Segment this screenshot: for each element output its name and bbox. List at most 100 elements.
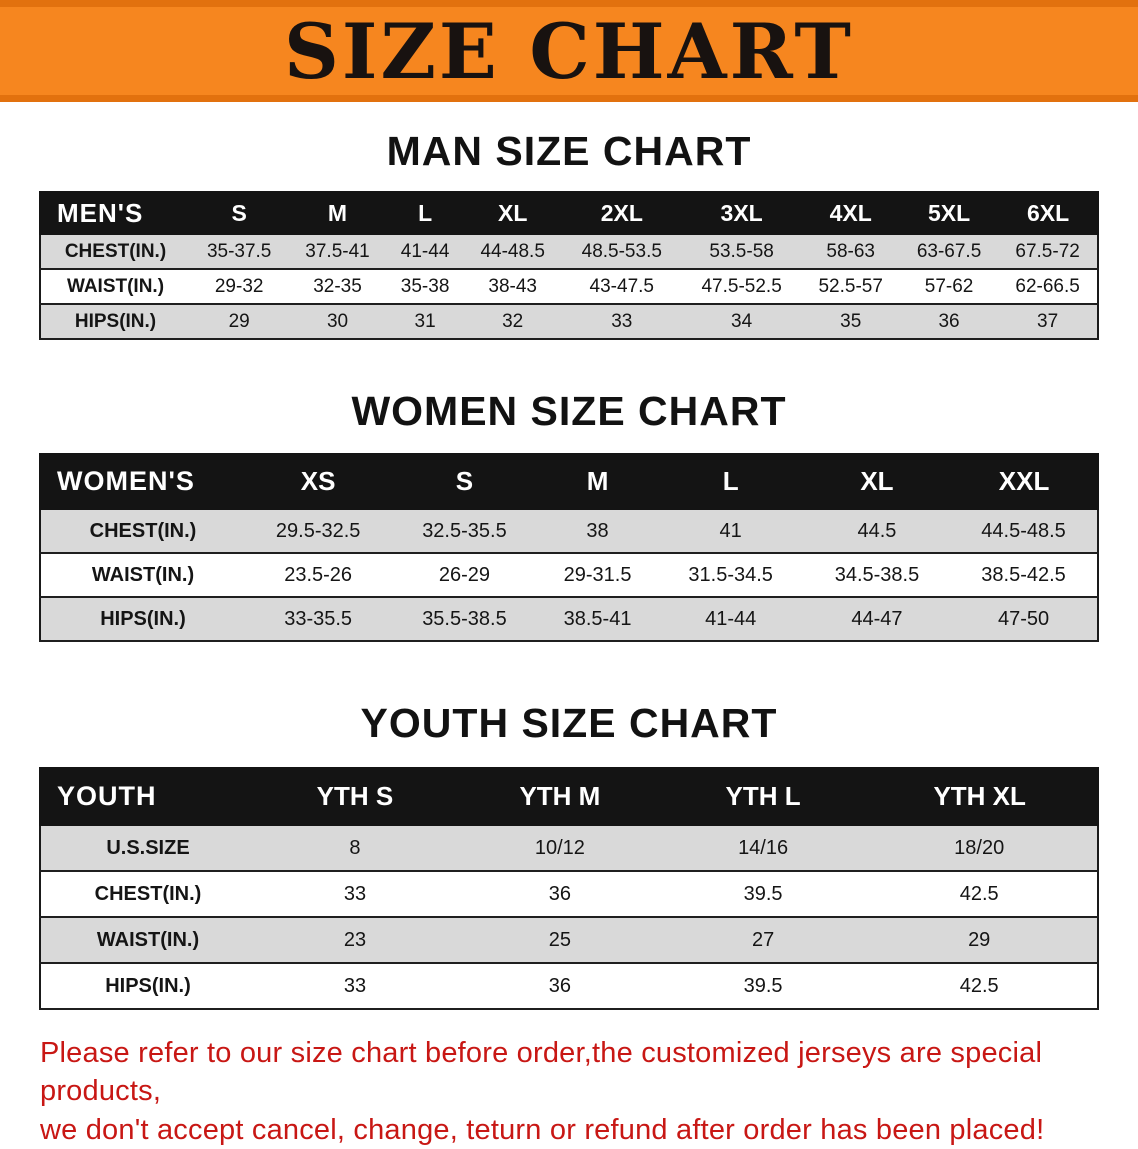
table-cell: 39.5 (664, 962, 862, 1010)
row-label: WAIST(IN.) (40, 552, 245, 598)
table-cell: 52.5-57 (801, 268, 900, 305)
table-cell: 35.5-38.5 (391, 596, 538, 642)
table-header-row: YOUTH YTH S YTH M YTH L YTH XL (39, 767, 1099, 826)
table-cell: 31 (386, 303, 464, 340)
table-cell: 36 (454, 962, 665, 1010)
table-cell: 35-38 (386, 268, 464, 305)
table-cell: 29.5-32.5 (245, 508, 392, 554)
table-row: CHEST(IN.) 29.5-32.5 32.5-35.5 38 41 44.5 44.5… (40, 508, 1098, 554)
table-cell: 48.5-53.5 (561, 233, 682, 270)
men-size-table: MEN'S S M L XL 2XL 3XL 4XL 5XL 6XL CHEST(IN.) 35-37… (39, 191, 1099, 340)
youth-section: YOUTH SIZE CHART YOUTH YTH S YTH M YTH L YTH… (0, 700, 1138, 1010)
row-label: WAIST(IN.) (40, 268, 190, 305)
table-cell: 29-31.5 (537, 552, 658, 598)
table-header-cell: 5XL (898, 191, 1000, 235)
table-header-cell: YTH M (453, 767, 666, 826)
table-header-cell: XL (462, 191, 563, 235)
table-cell: 29 (190, 303, 289, 340)
women-section-heading: WOMEN SIZE CHART (351, 388, 787, 434)
table-cell: 37.5-41 (288, 233, 387, 270)
youth-size-table: YOUTH YTH S YTH M YTH L YTH XL U.S.SIZE 8 10/12… (39, 767, 1099, 1010)
table-cell: 41 (657, 508, 804, 554)
table-cell: 42.5 (861, 962, 1098, 1010)
table-cell: 38 (537, 508, 658, 554)
table-cell: 23.5-26 (245, 552, 392, 598)
table-cell: 39.5 (664, 870, 862, 918)
table-cell: 32 (463, 303, 562, 340)
row-label: U.S.SIZE (40, 824, 255, 872)
table-cell: 18/20 (861, 824, 1098, 872)
table-cell: 33 (255, 870, 455, 918)
table-cell: 33 (561, 303, 682, 340)
row-label: HIPS(IN.) (40, 962, 255, 1010)
women-section: WOMEN SIZE CHART WOMEN'S XS S M L XL XXL CHEST(… (0, 388, 1138, 642)
men-section: MAN SIZE CHART MEN'S S M L XL 2XL 3XL 4XL 5XL 6XL… (0, 128, 1138, 340)
table-row: HIPS(IN.) 33 36 39.5 42.5 (40, 962, 1098, 1010)
table-cell: 43-47.5 (561, 268, 682, 305)
table-header-row: MEN'S S M L XL 2XL 3XL 4XL 5XL 6XL (39, 191, 1099, 235)
row-label: CHEST(IN.) (40, 233, 190, 270)
table-header-row: WOMEN'S XS S M L XL XXL (39, 453, 1099, 510)
table-header-cell: L (385, 191, 465, 235)
table-cell: 38.5-41 (537, 596, 658, 642)
table-row: WAIST(IN.) 23 25 27 29 (40, 916, 1098, 964)
table-header-cell: XL (802, 453, 952, 510)
table-row: U.S.SIZE 8 10/12 14/16 18/20 (40, 824, 1098, 872)
youth-section-heading: YOUTH SIZE CHART (360, 700, 778, 746)
table-header-cell: XXL (949, 453, 1099, 510)
table-cell: 26-29 (391, 552, 538, 598)
table-row: WAIST(IN.) 23.5-26 26-29 29-31.5 31.5-34.5 34… (40, 552, 1098, 598)
table-cell: 14/16 (664, 824, 862, 872)
table-cell: 47-50 (950, 596, 1098, 642)
table-cell: 29 (861, 916, 1098, 964)
table-header-cell: M (536, 453, 659, 510)
table-row: CHEST(IN.) 33 36 39.5 42.5 (40, 870, 1098, 918)
table-cell: 41-44 (386, 233, 464, 270)
row-label: CHEST(IN.) (40, 870, 255, 918)
table-header-label: WOMEN'S (39, 453, 246, 510)
table-header-cell: M (287, 191, 388, 235)
table-cell: 27 (664, 916, 862, 964)
table-cell: 35 (801, 303, 900, 340)
table-cell: 44.5 (803, 508, 951, 554)
table-cell: 38-43 (463, 268, 562, 305)
table-cell: 32-35 (288, 268, 387, 305)
table-cell: 8 (255, 824, 455, 872)
men-section-heading: MAN SIZE CHART (386, 128, 752, 174)
table-cell: 41-44 (657, 596, 804, 642)
table-cell: 29-32 (190, 268, 289, 305)
table-cell: 38.5-42.5 (950, 552, 1098, 598)
table-header-cell: YTH XL (860, 767, 1099, 826)
row-label: WAIST(IN.) (40, 916, 255, 964)
table-cell: 58-63 (801, 233, 900, 270)
table-cell: 34.5-38.5 (803, 552, 951, 598)
table-cell: 36 (899, 303, 999, 340)
table-cell: 34 (681, 303, 802, 340)
table-row: WAIST(IN.) 29-32 32-35 35-38 38-43 43-47.5 47.… (40, 268, 1098, 305)
table-cell: 10/12 (454, 824, 665, 872)
table-header-cell: YTH S (254, 767, 456, 826)
table-row: CHEST(IN.) 35-37.5 37.5-41 41-44 44-48.5 48.5… (40, 233, 1098, 270)
table-cell: 44-47 (803, 596, 951, 642)
footer-note-line1: Please refer to our size chart before or… (40, 1037, 1043, 1108)
table-cell: 44.5-48.5 (950, 508, 1098, 554)
table-header-cell: YTH L (663, 767, 863, 826)
table-cell: 33-35.5 (245, 596, 392, 642)
row-label: HIPS(IN.) (40, 303, 190, 340)
table-cell: 67.5-72 (998, 233, 1098, 270)
table-cell: 47.5-52.5 (681, 268, 802, 305)
table-cell: 31.5-34.5 (657, 552, 804, 598)
table-cell: 23 (255, 916, 455, 964)
table-header-cell: XS (243, 453, 393, 510)
row-label: HIPS(IN.) (40, 596, 245, 642)
table-cell: 62-66.5 (998, 268, 1098, 305)
table-row: HIPS(IN.) 29 30 31 32 33 34 35 36 37 (40, 303, 1098, 340)
table-header-label: MEN'S (39, 191, 191, 235)
size-chart-banner: SIZE CHART (0, 0, 1138, 102)
table-cell: 53.5-58 (681, 233, 802, 270)
table-cell: 36 (454, 870, 665, 918)
table-header-cell: 4XL (800, 191, 901, 235)
table-cell: 32.5-35.5 (391, 508, 538, 554)
table-header-cell: 6XL (997, 191, 1099, 235)
table-cell: 37 (998, 303, 1098, 340)
